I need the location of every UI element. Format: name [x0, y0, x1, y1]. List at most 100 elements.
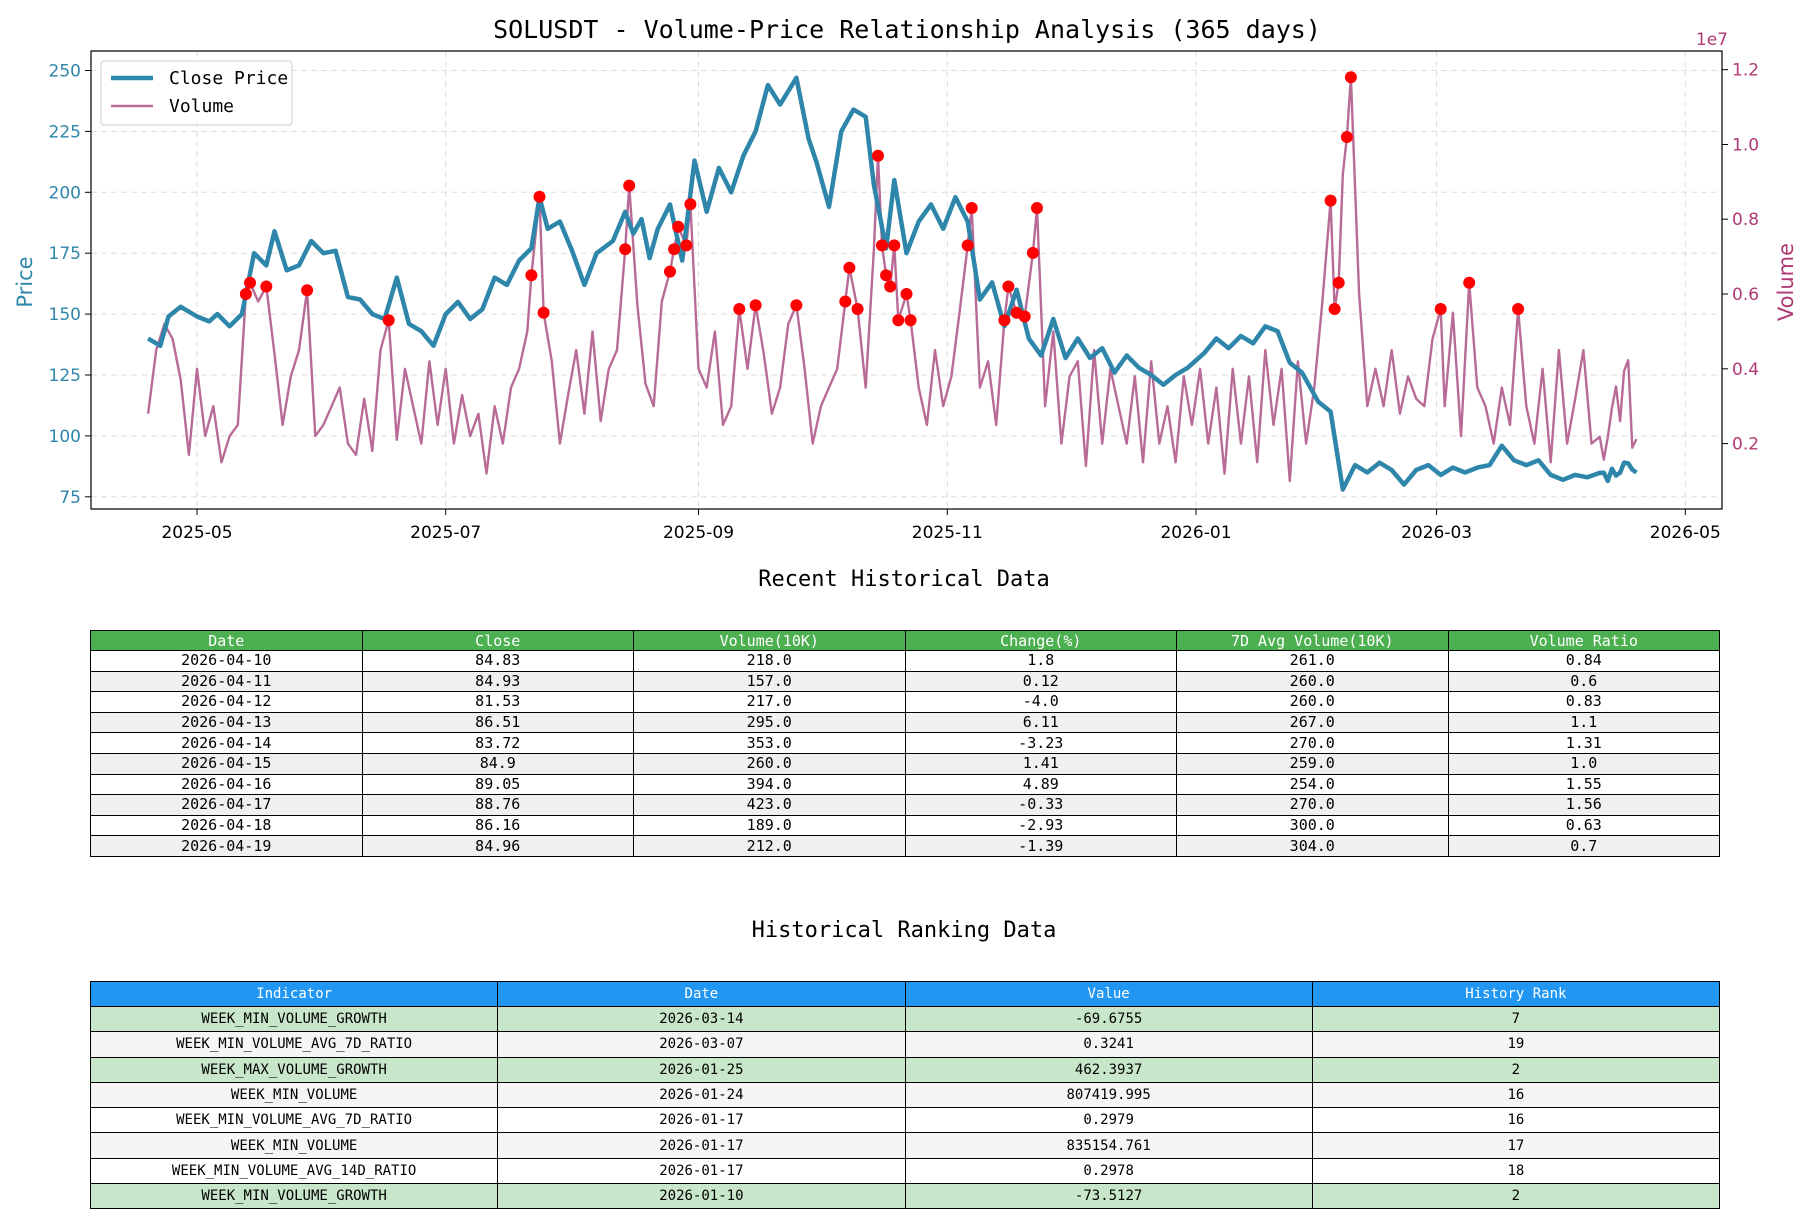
- table-cell: 0.7: [1447, 835, 1720, 857]
- volume-spike-point: [668, 243, 681, 256]
- column-header: History Rank: [1311, 981, 1721, 1007]
- y-axis-label: Price: [13, 256, 37, 307]
- table-cell: 0.63: [1447, 814, 1720, 837]
- table-cell: 835154.761: [904, 1132, 1313, 1159]
- table-cell: 212.0: [633, 835, 906, 857]
- table-cell: -3.23: [904, 732, 1177, 754]
- table-header-row: Indicator Date Value History Rank: [89, 981, 1721, 1007]
- volume-spike-point: [1332, 276, 1345, 289]
- volume-spike-point: [664, 265, 676, 278]
- table-cell: 2026-04-10: [90, 650, 363, 672]
- volume-spike-point: [749, 299, 762, 312]
- volume-spike-point: [1026, 246, 1039, 259]
- volume-spike-point: [1344, 71, 1357, 84]
- table-cell: 261.0: [1176, 650, 1449, 672]
- y2-axis-label: Volume: [1774, 243, 1798, 321]
- table-cell: -0.33: [904, 794, 1177, 816]
- volume-spike-point: [790, 299, 803, 312]
- chart-axes: 75 100 125 150 175 200 225 250 0.2 0.4 0.6 0.8 1.0 1.…: [49, 61, 1760, 543]
- chart-title: SOLUSDT - Volume-Price Relationship Anal…: [493, 15, 1321, 44]
- y-tick-label: 225: [49, 122, 81, 142]
- y-tick-label: 175: [49, 244, 81, 264]
- table-cell: 16: [1311, 1107, 1721, 1134]
- plot-frame: [90, 50, 1723, 510]
- y-tick-label: 75: [59, 488, 81, 508]
- table-cell: WEEK_MIN_VOLUME_GROWTH: [89, 1183, 499, 1210]
- table-cell: 19: [1311, 1031, 1721, 1058]
- x-tick-label: 2026-03: [1401, 523, 1472, 543]
- table-cell: 2026-01-17: [497, 1107, 906, 1134]
- table-cell: 84.83: [361, 650, 634, 672]
- volume-spike-point: [301, 284, 314, 297]
- table-cell: 267.0: [1176, 711, 1449, 734]
- volume-spike-point: [884, 280, 897, 293]
- volume-spike-point: [904, 314, 917, 327]
- column-header: Close: [361, 630, 634, 651]
- table-cell: 2026-04-16: [90, 773, 363, 796]
- historical-table-title: Recent Historical Data: [758, 567, 1050, 592]
- volume-spike-point: [880, 269, 893, 282]
- legend-volume-label: Volume: [169, 96, 234, 117]
- table-row: 2026-04-15 84.9 260.0 1.41 259.0 1.0: [90, 752, 1720, 775]
- x-tick-label: 2025-11: [912, 523, 983, 543]
- table-cell: 83.72: [361, 732, 634, 754]
- volume-spike-point: [733, 303, 746, 315]
- x-tick-label: 2025-05: [161, 523, 232, 543]
- table-header-row: Date Close Volume(10K) Change(%) 7D Avg Volu…: [90, 630, 1720, 651]
- table-row: 2026-04-17 88.76 423.0 -0.33 270.0 1.56: [90, 794, 1720, 816]
- table-cell: 353.0: [633, 732, 906, 754]
- legend-price-label: Close Price: [169, 68, 288, 89]
- table-row: 2026-04-12 81.53 217.0 -4.0 260.0 0.83: [90, 691, 1720, 713]
- volume-spike-point: [1512, 303, 1525, 315]
- table-cell: 217.0: [633, 691, 906, 713]
- table-cell: 17: [1311, 1132, 1721, 1159]
- table-cell: 86.51: [361, 711, 634, 734]
- volume-spike-point: [1018, 310, 1031, 323]
- table-cell: WEEK_MIN_VOLUME: [89, 1132, 499, 1159]
- column-header: Change(%): [904, 630, 1177, 651]
- table-cell: 0.2979: [904, 1107, 1313, 1134]
- table-cell: 807419.995: [904, 1081, 1313, 1109]
- table-cell: 0.83: [1447, 691, 1720, 713]
- table-cell: WEEK_MIN_VOLUME_AVG_7D_RATIO: [89, 1031, 499, 1058]
- table-row: WEEK_MIN_VOLUME_GROWTH 2026-01-10 -73.5127…: [89, 1183, 1721, 1210]
- x-tick-label: 2025-09: [663, 523, 734, 543]
- volume-spike-point: [1324, 194, 1337, 207]
- table-cell: 0.6: [1447, 670, 1720, 693]
- table-cell: 0.3241: [904, 1031, 1313, 1058]
- table-cell: 2026-04-18: [90, 814, 363, 837]
- volume-spike-point: [1328, 303, 1341, 315]
- table-cell: -1.39: [904, 835, 1177, 857]
- y2-tick-label: 1.2: [1732, 61, 1759, 81]
- x-tick-label: 2025-07: [410, 523, 481, 543]
- table-cell: 1.1: [1447, 711, 1720, 734]
- table-cell: 254.0: [1176, 773, 1449, 796]
- table-cell: 2026-04-17: [90, 794, 363, 816]
- table-cell: 2026-04-11: [90, 670, 363, 693]
- table-cell: 84.93: [361, 670, 634, 693]
- table-cell: 189.0: [633, 814, 906, 837]
- column-header: Date: [90, 630, 363, 651]
- table-cell: WEEK_MIN_VOLUME_GROWTH: [89, 1005, 499, 1033]
- volume-spike-point: [619, 243, 632, 256]
- y2-tick-label: 1.0: [1732, 136, 1759, 156]
- table-row: WEEK_MIN_VOLUME_AVG_7D_RATIO 2026-03-07 0.…: [89, 1031, 1721, 1058]
- table-cell: 2026-01-25: [497, 1056, 906, 1083]
- table-cell: 1.41: [904, 752, 1177, 775]
- volume-spike-point: [843, 261, 856, 274]
- table-cell: 84.96: [361, 835, 634, 857]
- table-cell: 218.0: [633, 650, 906, 672]
- volume-spike-point: [244, 276, 256, 289]
- table-cell: -2.93: [904, 814, 1177, 837]
- y-tick-label: 200: [49, 183, 81, 203]
- volume-spike-point: [684, 198, 697, 211]
- volume-spike-point: [537, 306, 550, 319]
- table-cell: -69.6755: [904, 1005, 1313, 1033]
- table-cell: 1.56: [1447, 794, 1720, 816]
- table-cell: 295.0: [633, 711, 906, 734]
- table-cell: 270.0: [1176, 732, 1449, 754]
- volume-spike-point: [260, 280, 273, 293]
- y-tick-label: 250: [49, 62, 81, 82]
- table-cell: WEEK_MIN_VOLUME_AVG_7D_RATIO: [89, 1107, 499, 1134]
- table-cell: 2026-04-14: [90, 732, 363, 754]
